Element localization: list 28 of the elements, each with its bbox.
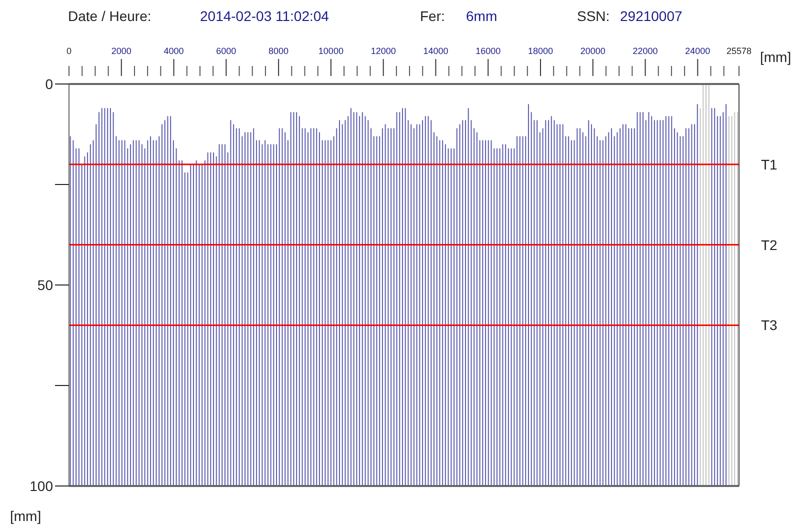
ref-line-label: T2 — [761, 236, 778, 253]
x2-tick-label: 2000 — [111, 46, 132, 56]
x2-tick-label: 22000 — [632, 46, 658, 56]
x2-tick-label: 4000 — [164, 46, 184, 56]
x2-tick-label: 8000 — [268, 46, 289, 56]
y-tick-label: 100 — [30, 478, 54, 494]
x2-tick-label: 25578 — [726, 46, 752, 56]
x2-tick-label: 6000 — [216, 46, 236, 56]
x2-tick-label: 12000 — [370, 46, 396, 56]
text: 29210007 — [620, 8, 682, 24]
y-tick-label: 50 — [37, 276, 54, 293]
y-axis-title: [mm] — [10, 508, 42, 524]
x2-axis-title: [mm] — [760, 49, 792, 65]
x2-tick-label: 0 — [66, 46, 72, 56]
y-tick-label: 0 — [45, 76, 54, 92]
text: 6mm — [466, 8, 498, 24]
text: Date / Heure: — [68, 8, 152, 24]
ref-line-label: T3 — [761, 317, 778, 334]
text: Fer: — [420, 8, 445, 24]
x2-tick-label: 14000 — [423, 46, 448, 56]
x2-tick-label: 16000 — [476, 46, 501, 56]
x2-tick-label: 10000 — [318, 46, 344, 56]
x2-tick-label: 24000 — [685, 46, 710, 56]
text: SSN: — [577, 8, 610, 24]
x2-tick-label: 18000 — [528, 46, 554, 56]
text: 2014-02-03 11:02:04 — [200, 8, 329, 24]
x2-tick-label: 20000 — [580, 46, 606, 56]
ref-line-label: T1 — [761, 156, 778, 172]
